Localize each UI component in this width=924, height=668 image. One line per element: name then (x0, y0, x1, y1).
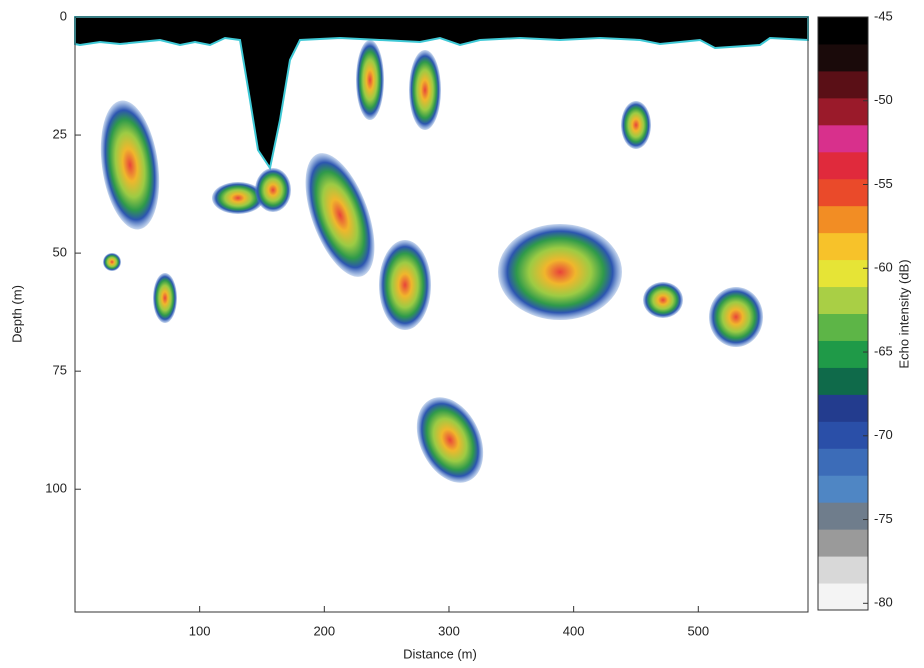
colorbar-swatch (818, 232, 868, 261)
colorbar-swatch (818, 259, 868, 288)
colorbar-swatch (818, 502, 868, 530)
colorbar-swatch (818, 97, 868, 126)
y-tick-label: 100 (45, 481, 67, 496)
colorbar-tick-label: -65 (874, 343, 893, 358)
colorbar-swatch (818, 421, 868, 449)
colorbar-frame (817, 16, 869, 611)
colorbar-swatch (818, 151, 868, 180)
colorbar-swatch (818, 448, 868, 476)
y-axis-label: Depth (m) (9, 285, 24, 343)
x-tick-label: 300 (438, 623, 460, 638)
colorbar-tick-label: -75 (874, 511, 893, 526)
x-tick-label: 500 (687, 623, 709, 638)
colorbar-tick-label: -60 (874, 260, 893, 275)
colorbar-tick-label: -45 (874, 8, 893, 23)
colorbar-swatch (818, 313, 868, 341)
x-tick-label: 400 (563, 623, 585, 638)
colorbar-swatch (818, 556, 868, 584)
colorbar-swatch (818, 178, 868, 207)
x-tick-label: 200 (313, 623, 335, 638)
echogram (74, 16, 809, 483)
colorbar-swatch (818, 43, 868, 72)
x-axis-label: Distance (m) (403, 646, 477, 661)
y-tick-label: 25 (53, 126, 67, 141)
colorbar-swatch (818, 394, 868, 422)
colorbar-swatch (818, 367, 868, 395)
colorbar-tick-label: -50 (874, 92, 893, 107)
colorbar-swatch (818, 124, 868, 153)
y-tick-label: 50 (53, 245, 67, 260)
colorbar-swatch (818, 529, 868, 557)
colorbar-tick-label: -55 (874, 176, 893, 191)
plot-frame (74, 16, 809, 613)
plot-area (75, 17, 808, 612)
colorbar-swatch (818, 286, 868, 314)
y-tick-label: 75 (53, 363, 67, 378)
colorbar-swatch (818, 475, 868, 503)
colorbar-tick-label: -70 (874, 427, 893, 442)
colorbar-swatch (818, 205, 868, 234)
colorbar-swatch (818, 70, 868, 99)
x-tick-label: 100 (189, 623, 211, 638)
y-tick-label: 0 (60, 8, 67, 23)
colorbar-swatch (818, 340, 868, 368)
colorbar-tick-label: -80 (874, 595, 893, 610)
colorbar-swatch (818, 17, 868, 45)
colorbar-swatch (818, 583, 868, 611)
colorbar-label: Echo intensity (dB) (896, 259, 911, 368)
